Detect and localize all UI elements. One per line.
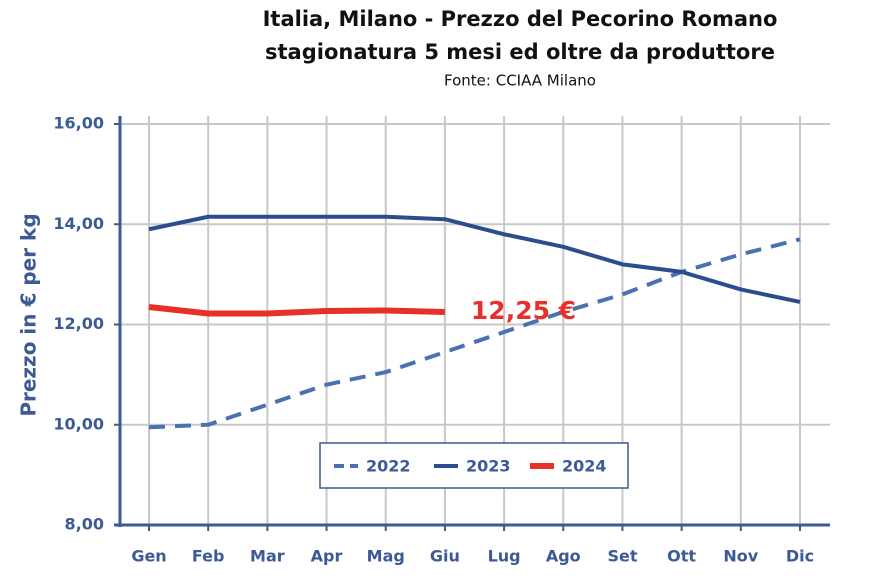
- y-tick-label: 12,00: [53, 314, 104, 333]
- x-tick-label: Ago: [546, 547, 581, 566]
- y-tick-label: 14,00: [53, 214, 104, 233]
- data-label: 12,25 €: [471, 296, 576, 325]
- x-tick-label: Giu: [430, 547, 460, 566]
- legend-label: 2023: [466, 457, 511, 476]
- x-tick-label: Set: [607, 547, 637, 566]
- series-line: [148, 303, 445, 317]
- chart-title: Italia, Milano - Prezzo del Pecorino Rom…: [263, 7, 778, 31]
- y-tick-label: 16,00: [53, 114, 104, 133]
- x-tick-label: Nov: [723, 547, 758, 566]
- x-tick-label: Feb: [192, 547, 225, 566]
- legend-box: [319, 442, 629, 489]
- x-tick-label: Lug: [488, 547, 521, 566]
- y-tick-label: 10,00: [53, 414, 104, 433]
- chart-source: Fonte: CCIAA Milano: [444, 72, 596, 90]
- series-line: [148, 237, 801, 430]
- legend-label: 2024: [562, 457, 607, 476]
- legend-label: 2022: [366, 457, 411, 476]
- series-line: [148, 214, 801, 304]
- y-axis-label: Prezzo in € per kg: [17, 213, 41, 416]
- x-tick-label: Mag: [367, 547, 405, 566]
- x-tick-label: Apr: [311, 547, 343, 566]
- chart-subtitle: stagionatura 5 mesi ed oltre da produtto…: [265, 40, 775, 64]
- x-tick-label: Mar: [250, 547, 285, 566]
- x-tick-label: Gen: [131, 547, 166, 566]
- y-tick-label: 8,00: [65, 515, 104, 534]
- x-tick-label: Ott: [667, 547, 696, 566]
- x-tick-label: Dic: [786, 547, 814, 566]
